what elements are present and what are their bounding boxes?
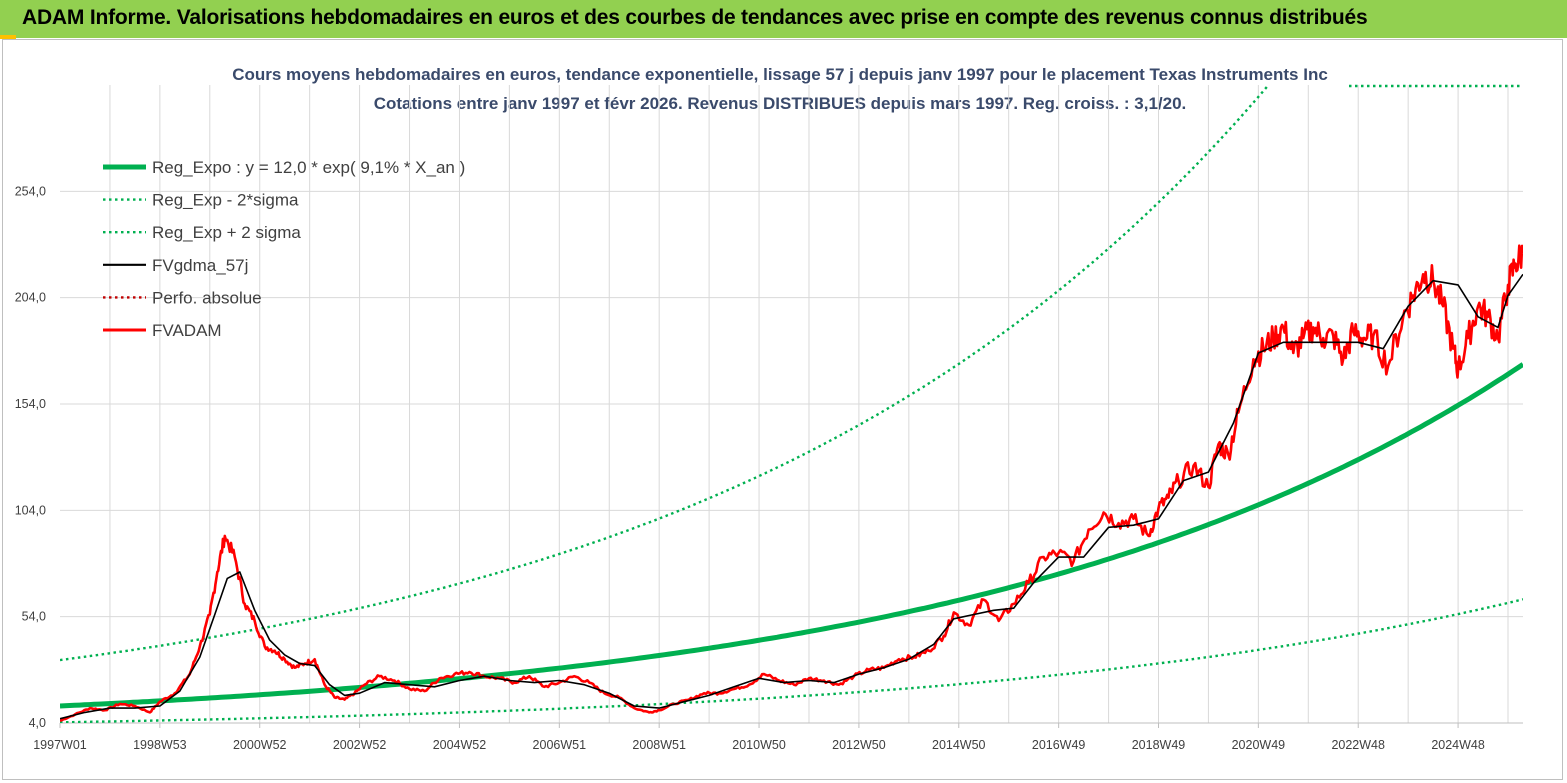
x-tick-label: 2006W51 [533,738,587,752]
x-tick-label: 2020W49 [1232,738,1286,752]
y-tick-label: 154,0 [15,397,46,411]
y-tick-label: 54,0 [22,610,46,624]
x-axis: 1997W01 1998W53 2000W52 2002W52 2004W52 2006W… [33,722,1523,752]
chart-title-line1: Cours moyens hebdomadaires en euros, ten… [232,65,1328,84]
series-fvgdma-57j [60,273,1523,720]
y-tick-label: 4,0 [29,716,46,730]
chart-title-line2: Cotations entre janv 1997 et févr 2026. … [374,94,1187,113]
report-title: ADAM Informe. Valorisations hebdomadaire… [22,6,1368,29]
report-banner: ADAM Informe. Valorisations hebdomadaire… [0,0,1567,38]
x-tick-label: 2000W52 [233,738,287,752]
y-tick-label: 104,0 [15,503,46,517]
x-tick-label: 2010W50 [732,738,786,752]
legend: Reg_Expo : y = 12,0 * exp( 9,1% * X_an )… [103,158,465,340]
legend-label-minus: Reg_Exp - 2*sigma [152,191,299,210]
series-fvadam [60,244,1523,723]
series-reg-plus-2sigma [60,85,1271,662]
legend-label-perfo: Perfo. absolue [152,288,262,307]
x-tick-label: 2024W48 [1431,738,1485,752]
x-tick-label: 1998W53 [133,738,187,752]
series-reg-minus-2sigma [60,598,1523,723]
banner-accent [0,35,16,39]
x-tick-label: 2004W52 [433,738,487,752]
legend-label-plus: Reg_Exp + 2 sigma [152,223,301,242]
x-tick-label: 2016W49 [1032,738,1086,752]
x-tick-label: 2022W48 [1331,738,1385,752]
grid [60,85,1523,724]
y-tick-label: 204,0 [15,291,46,305]
x-tick-label: 2018W49 [1132,738,1186,752]
legend-label-reg: Reg_Expo : y = 12,0 * exp( 9,1% * X_an ) [152,158,465,177]
x-tick-label: 2012W50 [832,738,886,752]
series-reg-expo [60,362,1523,709]
x-tick-label: 2002W52 [333,738,387,752]
series-group [60,85,1523,723]
x-tick-label: 2008W51 [632,738,686,752]
y-tick-label: 254,0 [15,184,46,198]
x-tick-label: 2014W50 [932,738,986,752]
x-tick-label: 1997W01 [33,738,87,752]
legend-label-fv: FVgdma_57j [152,256,248,275]
legend-label-adam: FVADAM [152,321,222,340]
y-axis: 4,0 54,0 104,0 154,0 204,0 254,0 [15,184,46,730]
chart-frame [2,39,1563,780]
